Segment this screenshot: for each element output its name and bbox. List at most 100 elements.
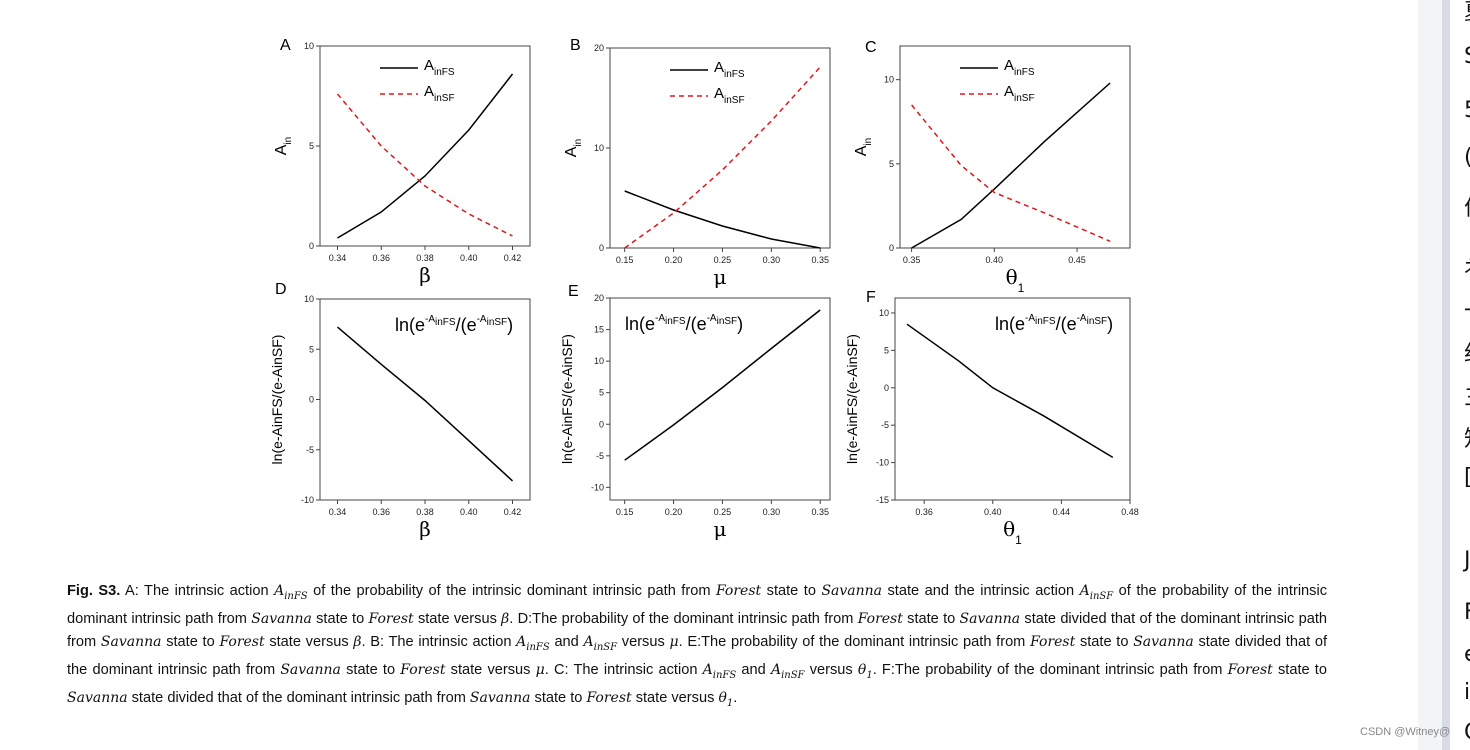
y-tick-label: 0 (889, 243, 894, 253)
y-tick-label: -10 (591, 482, 604, 492)
x-tick-label: 0.42 (504, 507, 522, 517)
x-tick-label: 0.25 (714, 507, 732, 517)
anno-part: ) (1107, 314, 1113, 334)
figure-s3: A 0.34 0.36 0.38 0.40 0.42 0 5 10 β Ain AinFS AinSF B… (255, 30, 1140, 560)
scroll-track[interactable] (1442, 0, 1450, 750)
y-tick-label: 5 (599, 388, 604, 398)
panel-letter: F (866, 289, 876, 306)
plot-frame (609, 297, 831, 501)
x-tick-label: 0.15 (616, 255, 634, 265)
caption-text: . C: The intrinsic action (544, 662, 703, 679)
anno-sup: -A (425, 314, 435, 325)
legend-label: AinFS (714, 59, 745, 80)
x-tick-label: 0.34 (329, 507, 347, 517)
plot-frame (894, 297, 1131, 501)
x-tick-label: 0.36 (372, 253, 390, 263)
y-axis-label: Ain (853, 138, 874, 156)
x-tick-label: 0.20 (665, 507, 683, 517)
legend-label: AinSF (714, 85, 745, 106)
caption-text: state versus (631, 690, 719, 707)
watermark: CSDN @Witney@ (1360, 726, 1451, 738)
y-tick-label: 5 (884, 345, 889, 355)
panel-f: F0.36 0.40 0.44 0.48-15-10-50510θ1ln(e-AinF… (844, 289, 1139, 547)
series-line-a-infs (911, 82, 1111, 249)
y-axis-symbol: A (853, 145, 870, 156)
series-line-a-insf (336, 93, 513, 237)
caption-text: state to (761, 583, 822, 599)
caption-text: state to (1075, 633, 1134, 650)
x-tick-label: 0.15 (616, 507, 634, 517)
legend-label: AinFS (1004, 57, 1035, 78)
y-axis-label: ln(e-AinFS/(e-AinSF) (559, 334, 575, 464)
caption-symbol: μ (669, 633, 679, 650)
anno-sup: -A (477, 314, 487, 325)
strip-char: 一 (1464, 293, 1470, 325)
legend-symbol: A (1004, 83, 1014, 100)
caption-symbol: θ1 (718, 690, 734, 710)
x-axis-subscript: 1 (1018, 281, 1025, 295)
caption-symbol: β (501, 611, 510, 628)
legend-subscript: inSF (724, 95, 745, 106)
legend-subscript: inSF (434, 93, 455, 104)
x-tick-label: 0.35 (903, 255, 921, 265)
caption-text: state versus (445, 662, 536, 679)
x-axis-symbol: μ (714, 517, 727, 541)
caption-symbol: Savanna (67, 690, 128, 707)
x-axis-symbol: θ (1006, 265, 1018, 289)
x-tick-label: 0.40 (460, 507, 478, 517)
strip-char: ( (1464, 145, 1470, 170)
y-tick-label: 10 (594, 143, 604, 153)
legend-subscript: inFS (724, 69, 745, 80)
plot-frame (899, 45, 1131, 249)
anno-sup: -A (1077, 313, 1087, 324)
caption-symbol: AinSF (583, 633, 618, 653)
caption-symbol: Savanna (280, 662, 341, 679)
y-axis-label: Ain (563, 139, 584, 157)
strip-char: JI (1464, 548, 1470, 573)
caption-symbol: θ1 (857, 662, 873, 681)
legend-subscript: inFS (1014, 67, 1035, 78)
x-axis-symbol: β (419, 517, 431, 541)
series-line-ratio (906, 323, 1114, 459)
caption-text: state versus (264, 633, 354, 650)
caption-text: . F:The probability of the dominant intr… (872, 662, 1228, 679)
series-line-a-insf (911, 104, 1111, 242)
strip-char: 三 (1464, 380, 1470, 412)
panel-e: E0.15 0.20 0.25 0.30 0.35-10-505101520μln(e-… (559, 283, 831, 541)
series-line-a-infs (624, 190, 821, 249)
y-tick-label: -5 (881, 420, 889, 430)
caption-text: of the probability of the intrinsic domi… (67, 583, 1328, 628)
anno-sub: inFS (435, 317, 456, 328)
x-axis-label: θ1 (1003, 517, 1022, 547)
caption-text: state to (161, 633, 220, 650)
anno-part: ) (737, 314, 743, 334)
caption-text: state to (340, 662, 401, 679)
caption-symbol: AinSF (1079, 583, 1114, 602)
caption-text: and (549, 633, 584, 650)
caption-text: state divided that of the dominant intri… (127, 690, 470, 707)
strip-char: i (1464, 680, 1470, 705)
x-tick-label: 0.36 (372, 507, 390, 517)
y-axis-subscript: in (283, 137, 294, 145)
x-tick-label: 0.25 (714, 255, 732, 265)
caption-symbol: Savanna (821, 583, 883, 599)
y-tick-label: 10 (304, 294, 314, 304)
panel-annotation: ln(e-AinFS/(e-AinSF) (625, 313, 743, 334)
legend-subscript: inSF (1014, 93, 1035, 104)
x-axis-label: μ (714, 517, 727, 541)
x-axis-symbol: θ (1003, 517, 1015, 541)
panel-d: D0.34 0.36 0.38 0.40 0.42-10-50510βln(e-AinF… (269, 281, 531, 541)
caption-text: . B: The intrinsic action (361, 633, 517, 650)
series-line-ratio (337, 326, 514, 482)
anno-sub: inSF (1087, 316, 1108, 327)
strip-char: [ (1464, 465, 1470, 490)
x-axis-subscript: 1 (1015, 533, 1022, 547)
y-tick-label: -5 (306, 445, 314, 455)
page-gutter (1418, 0, 1442, 750)
y-tick-label: -10 (876, 458, 889, 468)
anno-sup: -A (707, 313, 717, 324)
strip-char: 夏 (1464, 0, 1470, 26)
series-line-ratio (624, 309, 821, 461)
caption-text: . E:The probability of the dominant intr… (678, 633, 1031, 650)
